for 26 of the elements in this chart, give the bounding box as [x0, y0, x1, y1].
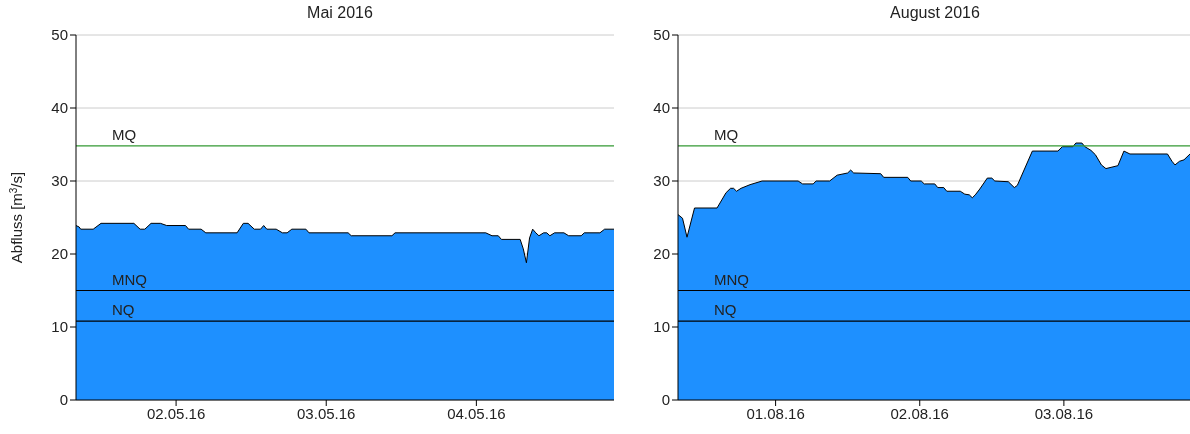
y-tick-label: 20: [51, 245, 68, 263]
x-tick-label: 02.05.16: [146, 404, 206, 422]
y-tick-label: 40: [51, 99, 68, 117]
y-tick-label: 30: [51, 172, 68, 190]
y-tick-label: 50: [653, 26, 670, 44]
ref-line-label: MNQ: [112, 270, 147, 288]
y-tick-label: 50: [51, 26, 68, 44]
y-tick-label: 30: [653, 172, 670, 190]
ref-line-label: NQ: [714, 301, 737, 319]
x-tick-label: 04.05.16: [447, 404, 506, 422]
ref-line-label: MQ: [714, 125, 739, 143]
chart-title: August 2016: [889, 4, 981, 22]
y-tick-label: 10: [51, 318, 68, 336]
x-tick-label: 03.08.16: [1034, 404, 1094, 422]
ref-line-label: NQ: [112, 301, 135, 319]
x-tick-label: 03.05.16: [297, 404, 356, 422]
ref-line-label: MNQ: [714, 270, 749, 288]
y-tick-label: 20: [653, 245, 670, 263]
y-tick-label: 0: [59, 391, 68, 409]
x-tick-label: 01.08.16: [746, 404, 805, 422]
ref-line-label: MQ: [112, 125, 137, 143]
y-tick-label: 0: [661, 391, 670, 409]
y-tick-label: 10: [653, 318, 670, 336]
y-tick-label: 40: [653, 99, 670, 117]
chart-title: Mai 2016: [306, 4, 374, 22]
x-tick-label: 02.08.16: [890, 404, 949, 422]
